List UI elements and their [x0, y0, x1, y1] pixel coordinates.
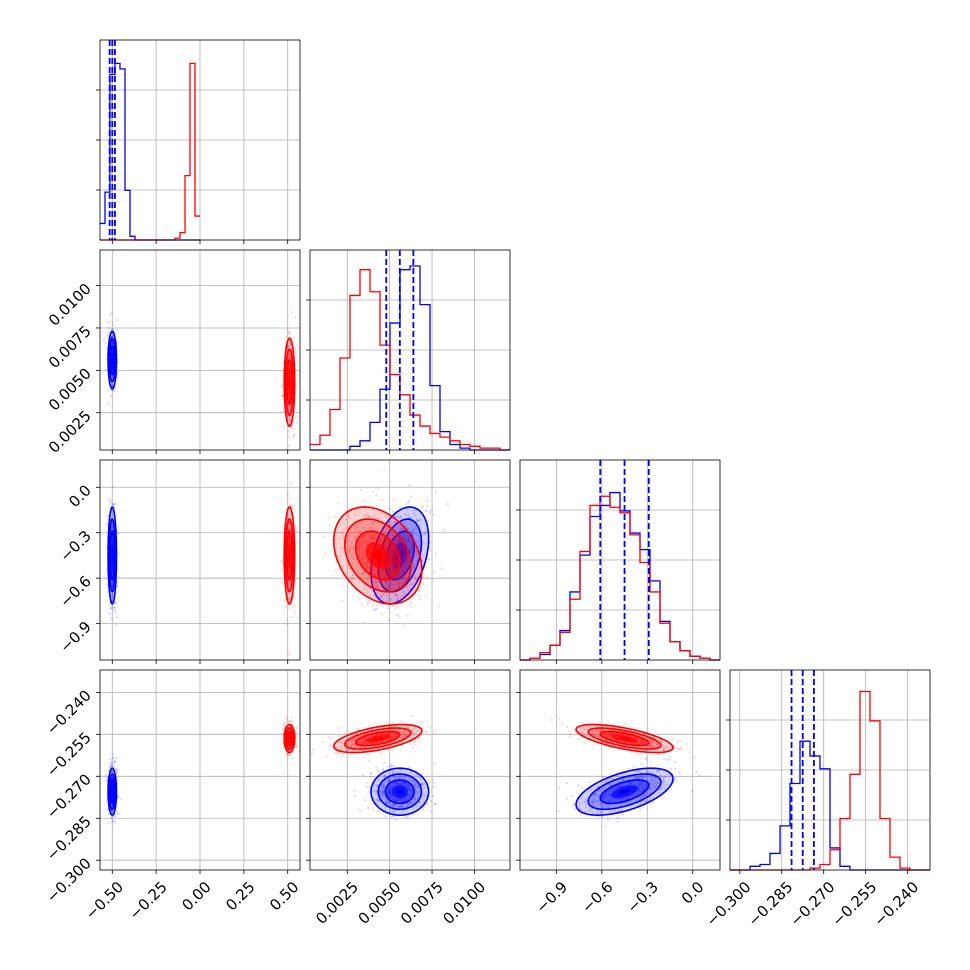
x-tick-label: −0.240 [870, 878, 922, 930]
y-tick-label: −0.300 [43, 854, 95, 906]
contour-line-blue [107, 767, 118, 816]
scatter-panel-frame [99, 669, 301, 871]
contour-line-red [283, 337, 296, 428]
histogram-panel-frame [309, 249, 511, 451]
x-tick-label: −0.9 [533, 878, 571, 916]
y-tick-label: −0.255 [43, 728, 95, 780]
contour-line-red [354, 530, 401, 581]
scatter-panel-1-0 [102, 311, 299, 448]
contour-line-red [283, 506, 296, 605]
contour-line-red [286, 730, 293, 747]
contour-line-blue [370, 506, 430, 605]
contour-line-red [284, 348, 295, 417]
contour-line-red [354, 730, 401, 747]
x-tick-label: −0.25 [126, 878, 171, 923]
contour-line-red [284, 518, 295, 593]
y-tick-label: 0.0075 [45, 322, 95, 372]
y-tick-label: −0.270 [43, 770, 95, 822]
contour-line-red [343, 727, 412, 750]
x-tick-label: −0.50 [82, 878, 127, 923]
y-tick-label: −0.285 [43, 812, 95, 864]
x-tick-label: −0.300 [703, 878, 755, 930]
x-tick-label: −0.270 [786, 878, 838, 930]
contour-line-red [332, 506, 423, 605]
y-tick-label: −0.6 [56, 572, 94, 610]
grid-3-0 [100, 670, 300, 870]
contour-line-blue [587, 773, 662, 811]
scatter-panel-frame [99, 249, 301, 451]
scatter-panel-3-0 [104, 716, 300, 825]
histogram-panel-frame [729, 669, 931, 871]
histogram-blue [520, 491, 720, 661]
scatter-panel-3-2 [550, 717, 701, 828]
x-tick-label: −0.285 [745, 878, 797, 930]
scatter-panel-frame [519, 669, 721, 871]
contour-line-red [283, 723, 296, 754]
grid-2-0 [100, 460, 300, 660]
x-tick-label: 0.50 [266, 878, 302, 914]
histogram-panel-frame [519, 459, 721, 661]
x-tick-label: 0.0100 [439, 878, 489, 928]
x-tick-label: −0.3 [624, 878, 662, 916]
scatter-panel-frame [309, 669, 511, 871]
x-tick-label: 0.0050 [355, 878, 405, 928]
x-tick-label: 0.0025 [312, 878, 362, 928]
contour-line-red [332, 723, 423, 754]
contour-line-red [575, 723, 674, 754]
contour-line-red [286, 359, 293, 406]
x-tick-label: −0.6 [578, 878, 616, 916]
contour-line-blue [108, 337, 117, 383]
y-tick-label: −0.240 [43, 686, 95, 738]
histogram-red [520, 495, 720, 661]
contour-line-blue [109, 530, 116, 581]
grid-3-3 [730, 670, 930, 870]
contour-line-blue [108, 773, 117, 811]
contour-line-blue [377, 773, 423, 811]
scatter-panel-3-1 [310, 714, 437, 822]
contour-line-red [284, 727, 295, 750]
contour-line-red [599, 730, 650, 747]
histogram-panel-frame [99, 39, 301, 241]
x-tick-label: 0.0075 [397, 878, 447, 928]
x-tick-label: 0.0 [678, 878, 708, 908]
grid-3-1 [310, 670, 510, 870]
scatter-panel-2-1 [323, 469, 449, 627]
contour-line-blue [108, 518, 117, 593]
scatter-panel-2-0 [105, 482, 299, 656]
scatter-panel-frame [99, 459, 301, 661]
contour-line-red [587, 727, 662, 750]
grid-0-0 [100, 40, 300, 240]
contour-line-blue [109, 779, 116, 805]
contour-line-blue [599, 779, 650, 805]
contour-line-blue [384, 779, 416, 805]
x-tick-label: 0.25 [222, 878, 258, 914]
contour-line-red [286, 530, 293, 581]
y-tick-label: −0.3 [56, 527, 94, 565]
contour-line-blue [107, 506, 118, 605]
scatter-panel-frame [309, 459, 511, 661]
contour-line-red [343, 518, 412, 593]
x-tick-label: 0.00 [178, 878, 214, 914]
y-tick-label: 0.0025 [45, 407, 95, 457]
grid-3-2 [520, 670, 720, 870]
contour-line-blue [109, 344, 116, 376]
contour-line-blue [370, 767, 430, 816]
y-tick-label: 0.0 [65, 481, 95, 511]
histogram-red [310, 269, 510, 451]
grid-1-1 [310, 250, 510, 450]
x-tick-label: −0.255 [828, 878, 880, 930]
grid-1-0 [100, 250, 300, 450]
contour-line-blue [575, 767, 674, 816]
grid-2-2 [520, 460, 720, 660]
y-tick-label: 0.0050 [45, 364, 95, 414]
y-tick-label: 0.0100 [45, 280, 95, 330]
histogram-blue [310, 265, 510, 451]
contour-line-blue [107, 330, 118, 390]
y-tick-label: −0.9 [56, 618, 94, 656]
